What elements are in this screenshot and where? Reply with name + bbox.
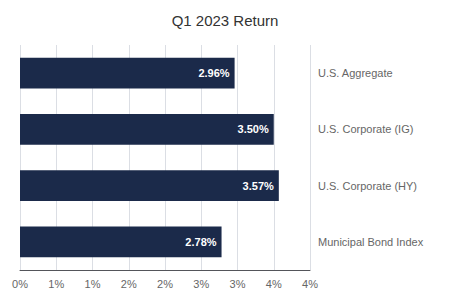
svg-text:2.96%: 2.96%: [198, 67, 229, 79]
svg-text:3.50%: 3.50%: [238, 123, 269, 135]
svg-text:4%: 4%: [302, 278, 318, 290]
svg-text:1%: 1%: [85, 278, 101, 290]
svg-text:U.S. Aggregate: U.S. Aggregate: [318, 67, 393, 79]
svg-text:Municipal Bond Index: Municipal Bond Index: [318, 236, 424, 248]
svg-text:0%: 0%: [12, 278, 28, 290]
svg-text:Q1 2023 Return: Q1 2023 Return: [172, 12, 279, 29]
svg-text:3%: 3%: [193, 278, 209, 290]
svg-text:2%: 2%: [121, 278, 137, 290]
svg-text:1%: 1%: [48, 278, 64, 290]
svg-text:U.S. Corporate (HY): U.S. Corporate (HY): [318, 180, 417, 192]
svg-text:2%: 2%: [157, 278, 173, 290]
svg-text:4%: 4%: [266, 278, 282, 290]
svg-text:3%: 3%: [230, 278, 246, 290]
svg-text:U.S. Corporate (IG): U.S. Corporate (IG): [318, 123, 413, 135]
svg-text:3.57%: 3.57%: [243, 180, 274, 192]
svg-text:2.78%: 2.78%: [185, 236, 216, 248]
